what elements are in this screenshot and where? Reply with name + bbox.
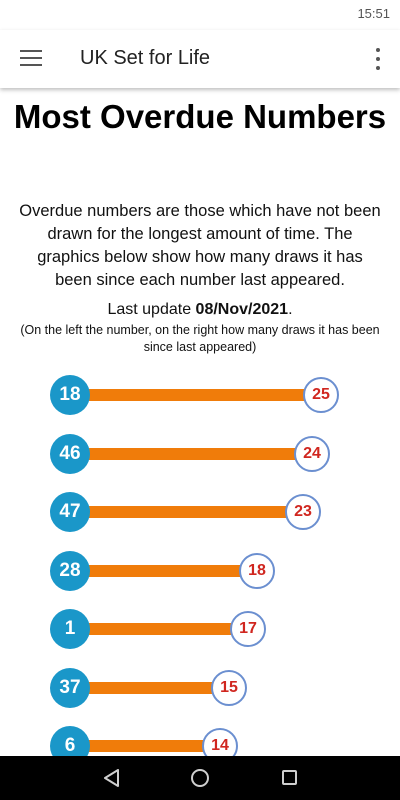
overdue-bar [88, 740, 216, 752]
more-vert-icon[interactable] [374, 48, 382, 70]
last-update: Last update 08/Nov/2021. [0, 301, 400, 319]
app-bar: UK Set for Life [0, 30, 400, 88]
number-ball: 28 [50, 551, 90, 591]
page-description: Overdue numbers are those which have not… [19, 202, 381, 289]
draws-count: 25 [303, 377, 339, 413]
system-nav-bar [0, 756, 400, 800]
update-prefix: Last update [107, 301, 196, 318]
status-bar: 15:51 [0, 0, 400, 30]
draws-count: 23 [285, 494, 321, 530]
draws-count: 14 [202, 728, 238, 756]
number-ball: 6 [50, 726, 90, 756]
home-circle-icon[interactable] [191, 769, 209, 787]
hamburger-menu-icon[interactable] [20, 50, 42, 66]
update-suffix: . [288, 301, 293, 318]
main-content[interactable]: Most Overdue Numbers Overdue numbers are… [0, 88, 400, 756]
overdue-bar [88, 682, 225, 694]
page-title: Most Overdue Numbers [13, 98, 387, 135]
draws-count: 17 [230, 611, 266, 647]
overdue-bar [88, 565, 253, 577]
draws-count: 15 [211, 670, 247, 706]
overdue-chart: 18 25 46 24 47 23 28 18 1 17 37 15 6 14 [0, 88, 400, 756]
number-ball: 37 [50, 668, 90, 708]
overdue-bar [88, 623, 244, 635]
number-ball: 47 [50, 492, 90, 532]
number-ball: 18 [50, 375, 90, 415]
update-date: 08/Nov/2021 [195, 301, 289, 318]
overdue-bar [88, 448, 308, 460]
overdue-bar [88, 389, 317, 401]
overdue-bar [88, 506, 299, 518]
recent-apps-square-icon[interactable] [282, 770, 297, 785]
app-title: UK Set for Life [80, 47, 211, 69]
number-ball: 46 [50, 434, 90, 474]
draws-count: 24 [294, 436, 330, 472]
back-triangle-icon[interactable] [104, 769, 120, 787]
chart-note: (On the left the number, on the right ho… [20, 323, 380, 354]
draws-count: 18 [239, 553, 275, 589]
number-ball: 1 [50, 609, 90, 649]
status-time: 15:51 [357, 6, 390, 21]
